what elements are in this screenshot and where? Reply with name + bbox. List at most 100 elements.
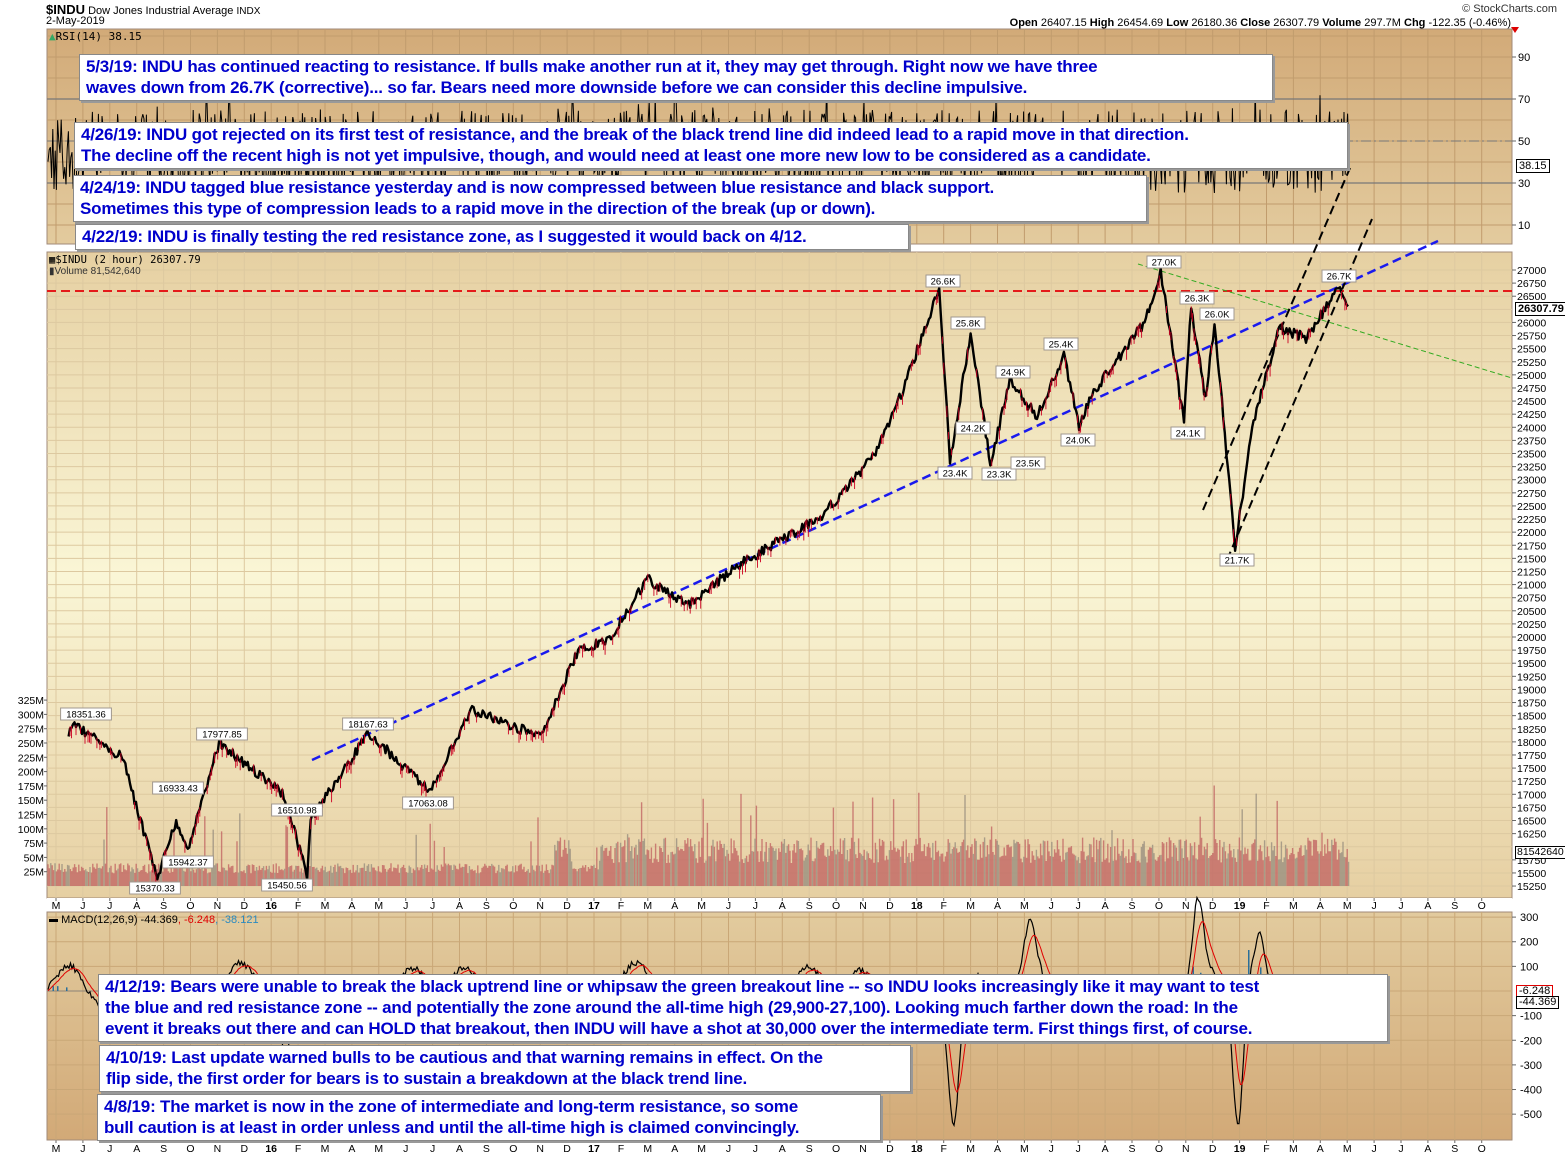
x-tick: A [1424, 900, 1431, 912]
price-tick: 16500 [1517, 816, 1546, 828]
price-annotation-label: 15370.33 [129, 881, 181, 895]
x-tick: M [1343, 900, 1352, 912]
x-tick: M [52, 900, 61, 912]
price-tick: 22500 [1517, 501, 1546, 513]
x-tick: S [483, 1143, 490, 1155]
x-tick: O [509, 900, 517, 912]
price-annotation-label: 17977.85 [196, 727, 248, 741]
x-tick: A [456, 1143, 463, 1155]
volume-tick: 100M [18, 824, 44, 836]
price-tick: 23500 [1517, 449, 1546, 461]
x-tick: F [940, 900, 946, 912]
x-tick: N [859, 1143, 867, 1155]
svg-text:24.9K: 24.9K [1001, 368, 1026, 379]
x-tick: S [160, 900, 167, 912]
x-tick: J [1049, 900, 1054, 912]
x-tick: A [994, 1143, 1001, 1155]
x-tick: O [832, 900, 840, 912]
x-tick: A [779, 900, 786, 912]
x-tick: D [1209, 900, 1217, 912]
svg-text:25.4K: 25.4K [1049, 340, 1074, 351]
security-name: Dow Jones Industrial Average [88, 5, 234, 17]
x-tick: S [1128, 1143, 1135, 1155]
volume-tick: 225M [18, 752, 44, 764]
x-tick: A [671, 900, 678, 912]
x-tick: F [295, 1143, 301, 1155]
volume-tick: 50M [24, 852, 44, 864]
x-tick: J [753, 900, 758, 912]
rsi-tick: 10 [1518, 220, 1530, 232]
x-tick: S [1128, 900, 1135, 912]
price-annotation-label: 18167.63 [342, 717, 394, 731]
volume-tick: 200M [18, 767, 44, 779]
x-tick: M [374, 900, 383, 912]
rsi-legend: ▲RSI(14) 38.15 [49, 30, 142, 43]
x-tick: A [1424, 1143, 1431, 1155]
svg-text:18351.36: 18351.36 [66, 710, 106, 721]
price-tick: 20000 [1517, 632, 1546, 644]
svg-text:26.0K: 26.0K [1205, 310, 1230, 321]
volume-current-tag: 81542640 [1515, 846, 1565, 859]
svg-text:23.4K: 23.4K [943, 469, 968, 480]
price-annotation-label: 21.7K [1219, 553, 1255, 567]
macd-tick: -300 [1520, 1060, 1542, 1072]
price-annotation-label: 23.4K [937, 466, 973, 480]
price-tick: 19000 [1517, 684, 1546, 696]
x-tick: J [1049, 1143, 1054, 1155]
svg-text:26.3K: 26.3K [1185, 294, 1210, 305]
rsi-current-tag: 38.15 [1516, 159, 1550, 173]
x-tick: 17 [588, 1143, 600, 1155]
x-tick: F [1263, 1143, 1269, 1155]
x-tick: M [643, 1143, 652, 1155]
svg-text:27.0K: 27.0K [1152, 258, 1177, 269]
price-annotation-label: 16510.98 [271, 803, 323, 817]
x-tick: O [1155, 900, 1163, 912]
note-2019-05-03: 5/3/19: INDU has continued reacting to r… [79, 54, 1273, 101]
x-tick: M [374, 1143, 383, 1155]
x-tick: 16 [265, 1143, 277, 1155]
note-2019-04-22: 4/22/19: INDU is finally testing the red… [75, 224, 909, 250]
macd-legend: MACD(12,26,9) -44.369, -6.248, -38.121 [49, 914, 259, 926]
rsi-tick: 30 [1518, 178, 1530, 190]
note-2019-04-26: 4/26/19: INDU got rejected on its first … [74, 122, 1348, 169]
x-tick: A [779, 1143, 786, 1155]
x-tick: S [1451, 1143, 1458, 1155]
price-tick: 21750 [1517, 540, 1546, 552]
note-2019-04-24: 4/24/19: INDU tagged blue resistance yes… [73, 175, 1147, 222]
x-tick: O [1478, 900, 1486, 912]
price-annotation-label: 23.3K [981, 467, 1017, 481]
svg-text:23.5K: 23.5K [1016, 459, 1041, 470]
price-tick: 22250 [1517, 514, 1546, 526]
price-annotation-label: 24.0K [1060, 433, 1096, 447]
x-tick: J [107, 1143, 112, 1155]
volume-tick: 150M [18, 795, 44, 807]
svg-text:16933.43: 16933.43 [158, 784, 198, 795]
x-tick: N [1182, 1143, 1190, 1155]
x-tick: J [1076, 900, 1081, 912]
x-tick: M [1289, 1143, 1298, 1155]
x-tick: A [1317, 900, 1324, 912]
x-tick: F [618, 1143, 624, 1155]
x-tick: M [1020, 1143, 1029, 1155]
volume-tick: 250M [18, 738, 44, 750]
exchange: INDX [236, 6, 261, 17]
x-tick: N [214, 1143, 222, 1155]
x-tick: J [1076, 1143, 1081, 1155]
chart-title: $INDU Dow Jones Industrial Average INDX [46, 2, 260, 17]
x-tick: M [1343, 1143, 1352, 1155]
price-tick: 22750 [1517, 488, 1546, 500]
x-tick: D [1209, 1143, 1217, 1155]
price-tick: 24750 [1517, 383, 1546, 395]
rsi-tick: 50 [1518, 136, 1530, 148]
x-tick: J [80, 1143, 85, 1155]
x-tick: J [1371, 1143, 1376, 1155]
x-tick: O [186, 900, 194, 912]
price-tick: 20250 [1517, 619, 1546, 631]
price-tick: 25000 [1517, 370, 1546, 382]
x-tick: A [456, 900, 463, 912]
low-label: Low [1166, 17, 1189, 29]
ohlc-summary: Open 26407.15 High 26454.69 Low 26180.36… [1010, 17, 1511, 29]
x-tick: D [886, 900, 894, 912]
open-value: 26407.15 [1040, 17, 1087, 29]
price-tick: 24500 [1517, 396, 1546, 408]
